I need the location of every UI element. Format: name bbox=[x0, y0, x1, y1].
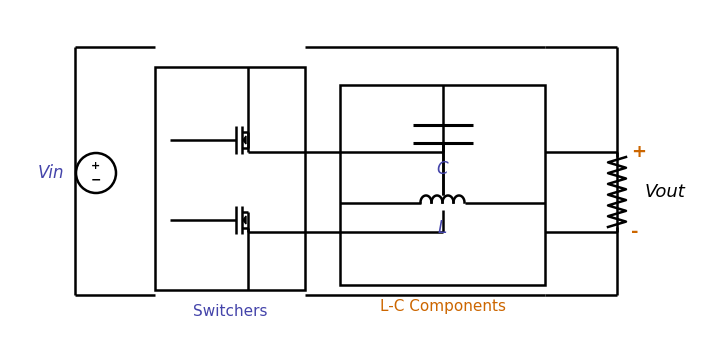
Text: +: + bbox=[91, 161, 101, 171]
Polygon shape bbox=[243, 136, 246, 144]
Text: +: + bbox=[631, 143, 646, 161]
Bar bbox=[155, 67, 305, 290]
Text: -: - bbox=[631, 223, 639, 241]
Text: Vout: Vout bbox=[645, 183, 686, 201]
Polygon shape bbox=[243, 216, 246, 224]
Text: L-C Components: L-C Components bbox=[379, 299, 506, 314]
Text: −: − bbox=[91, 174, 101, 186]
Text: L: L bbox=[438, 219, 447, 237]
Text: C: C bbox=[436, 160, 448, 178]
Text: Vin: Vin bbox=[38, 164, 64, 182]
Text: Switchers: Switchers bbox=[193, 305, 267, 320]
Bar bbox=[340, 85, 545, 285]
